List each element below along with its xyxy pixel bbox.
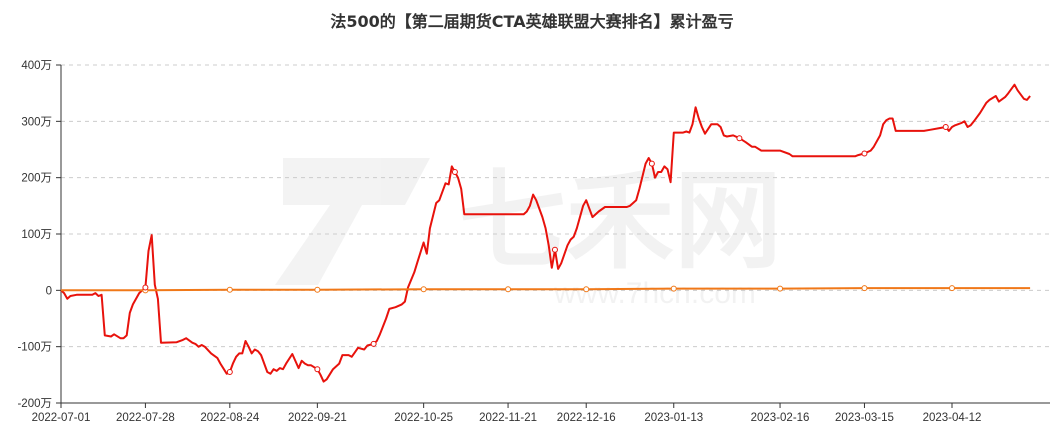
x-tick-label: 2022-12-16 <box>557 412 616 424</box>
x-tick-label: 2022-07-01 <box>32 412 91 424</box>
y-axis-labels: 400万 300万 200万 100万 0 -100万 -200万 <box>17 60 52 410</box>
main-point-marker <box>648 160 655 167</box>
benchmark-point-marker <box>670 285 677 292</box>
x-tick-label: 2022-11-21 <box>479 412 537 424</box>
main-point-marker <box>226 369 233 376</box>
main-point-marker <box>451 169 458 176</box>
watermark-7hcn: 七禾网 www.7hcn.com <box>275 158 782 310</box>
series-line-main <box>60 83 1031 383</box>
benchmark-point-marker <box>226 286 233 293</box>
y-tick-label: 200万 <box>21 173 52 185</box>
x-tick-label: 2022-07-28 <box>116 412 175 424</box>
y-tick-label: 400万 <box>21 60 52 72</box>
benchmark-point-marker <box>505 286 512 293</box>
benchmark-point-marker <box>583 286 590 293</box>
x-tick-label: 2022-09-21 <box>288 412 347 424</box>
benchmark-point-marker <box>314 286 321 293</box>
x-tick-label: 2023-03-15 <box>835 412 894 424</box>
x-axis: 2022-07-01 2022-07-28 2022-08-24 2022-09-21… <box>32 64 1050 424</box>
main-point-marker <box>314 366 321 373</box>
main-point-marker <box>942 123 949 130</box>
benchmark-point-marker <box>777 285 784 292</box>
watermark-brand: 七禾网 <box>458 159 782 284</box>
benchmark-point-marker <box>861 285 868 292</box>
x-tick-label: 2023-04-12 <box>923 412 982 424</box>
watermark-url: www.7hcn.com <box>553 277 756 310</box>
main-point-marker <box>142 284 149 291</box>
watermark-logo <box>275 158 430 285</box>
main-point-marker <box>736 135 743 142</box>
y-tick-label: 100万 <box>21 229 52 241</box>
series-layer <box>60 83 1031 383</box>
chart-title: 法500的【第二届期货CTA英雄联盟大赛排名】累计盈亏 <box>330 12 734 31</box>
main-point-marker <box>551 246 558 253</box>
y-tick-label: 300万 <box>21 116 52 128</box>
main-point-marker <box>370 340 377 347</box>
benchmark-point-marker <box>948 285 955 292</box>
y-tick-label: 0 <box>46 285 52 297</box>
y-tick-label: -200万 <box>17 398 52 410</box>
x-tick-label: 2023-02-16 <box>751 412 810 424</box>
benchmark-point-marker <box>420 286 427 293</box>
main-point-marker <box>861 150 868 157</box>
x-tick-label: 2022-08-24 <box>200 412 259 424</box>
y-tick-label: -100万 <box>17 342 52 354</box>
series-line-benchmark <box>61 287 1031 292</box>
x-tick-label: 2022-10-25 <box>394 412 453 424</box>
x-tick-label: 2023-01-13 <box>644 412 703 424</box>
